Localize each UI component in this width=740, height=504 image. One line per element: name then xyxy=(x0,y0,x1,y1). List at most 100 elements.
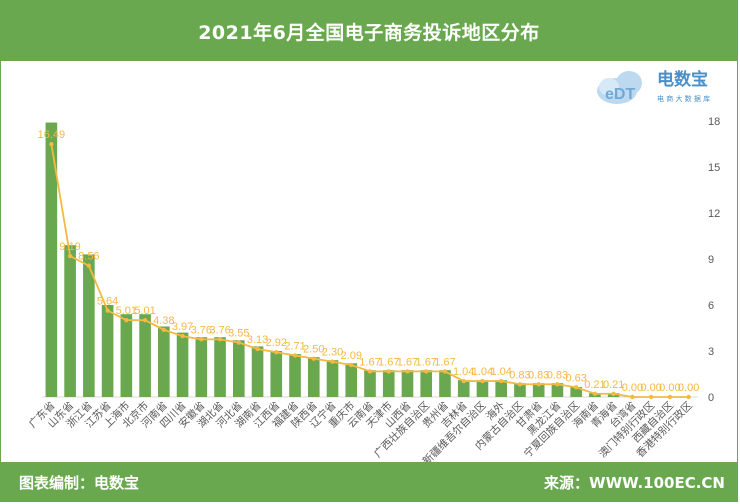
line-point xyxy=(255,346,260,352)
y-tick-label: 0 xyxy=(708,392,714,404)
line-point xyxy=(386,369,391,374)
data-label: 8.56 xyxy=(78,251,99,263)
data-label: 0.83 xyxy=(528,369,549,381)
bar xyxy=(176,332,189,397)
bar xyxy=(495,380,508,397)
bar xyxy=(345,363,358,397)
line-point xyxy=(555,382,560,387)
y-tick-label: 9 xyxy=(708,254,714,266)
bar xyxy=(289,354,301,397)
data-label: 2.92 xyxy=(266,337,287,349)
line-point xyxy=(161,327,167,333)
data-label: 1.04 xyxy=(453,366,474,378)
data-label: 0.63 xyxy=(565,372,586,384)
data-label: 1.67 xyxy=(416,356,437,368)
x-axis-labels: 广东省山东省浙江省江苏省上海市北京市河南省四川省安徽省湖北省河北省湖南省江西省福… xyxy=(26,399,695,462)
y-tick-label: 18 xyxy=(708,116,720,128)
line-point xyxy=(67,253,73,259)
data-label: 0.00 xyxy=(659,382,680,394)
bar xyxy=(195,337,208,397)
line-point xyxy=(330,359,335,364)
y-tick-label: 6 xyxy=(708,300,714,312)
data-label: 2.71 xyxy=(284,340,305,352)
line-point xyxy=(499,378,504,384)
data-label: 9.19 xyxy=(59,241,80,253)
bar xyxy=(251,346,264,397)
line-point xyxy=(274,350,279,355)
line-point xyxy=(536,382,541,387)
data-label: 2.30 xyxy=(322,347,343,359)
bar xyxy=(64,245,76,397)
line-point xyxy=(292,353,298,358)
data-label: 1.67 xyxy=(359,356,380,368)
data-label: 0.83 xyxy=(509,369,530,381)
bar xyxy=(551,383,564,397)
bar xyxy=(420,370,433,397)
logo-text: 电数宝 xyxy=(657,69,708,90)
bar xyxy=(214,337,226,397)
line-point xyxy=(86,263,92,268)
bar xyxy=(139,314,151,397)
line-point xyxy=(236,340,241,345)
line-point xyxy=(480,378,485,384)
bar xyxy=(270,351,283,397)
data-label: 0.21 xyxy=(603,379,624,391)
line-point xyxy=(592,391,598,396)
data-label: 5.01 xyxy=(116,305,137,317)
line-point xyxy=(630,394,635,400)
data-label: 3.97 xyxy=(172,321,193,333)
line-point xyxy=(180,333,185,339)
data-label: 1.04 xyxy=(472,366,493,378)
data-label: 0.00 xyxy=(622,382,643,394)
line-point xyxy=(217,337,223,342)
bar xyxy=(326,360,339,397)
bar xyxy=(382,370,395,397)
bar xyxy=(45,122,58,398)
data-label: 2.50 xyxy=(303,344,324,356)
data-label: 0.00 xyxy=(678,382,699,394)
data-label: 3.55 xyxy=(228,328,249,340)
line-point xyxy=(442,369,448,374)
line-point xyxy=(311,356,316,361)
data-label: 3.13 xyxy=(247,334,268,346)
chart-header: 2021年6月全国电子商务投诉地区分布 xyxy=(1,1,737,61)
line-point xyxy=(105,308,110,313)
data-label: 5.01 xyxy=(134,305,155,317)
bar xyxy=(570,387,582,397)
line-point xyxy=(517,382,523,387)
line-point xyxy=(367,369,373,374)
line-point xyxy=(405,369,410,374)
bar xyxy=(83,254,95,397)
footer-compiler: 图表编制：电数宝 xyxy=(19,474,140,492)
cloud-icon xyxy=(597,71,642,104)
bar-series xyxy=(45,122,620,398)
data-label: 3.76 xyxy=(209,324,230,336)
line-point xyxy=(667,394,673,400)
y-tick-label: 15 xyxy=(708,162,720,174)
bar xyxy=(232,340,245,397)
bar xyxy=(158,326,170,397)
data-label: 2.09 xyxy=(341,350,362,362)
data-label: 1.04 xyxy=(490,366,511,378)
data-label: 1.67 xyxy=(434,356,455,368)
data-label: 0.00 xyxy=(640,382,661,394)
bar xyxy=(364,370,376,397)
brand-logo: eDT 电数宝 电 商 大 数 据 库 xyxy=(597,69,710,104)
chart-footer: 图表编制：电数宝 来源：WWW.100EC.CN xyxy=(1,462,737,501)
bar xyxy=(532,383,545,397)
line-point xyxy=(199,337,204,342)
data-label: 1.67 xyxy=(378,356,399,368)
data-label: 3.76 xyxy=(191,324,212,336)
line-point xyxy=(611,391,616,396)
line-point xyxy=(461,378,466,384)
data-label: 0.21 xyxy=(584,379,605,391)
bar xyxy=(476,380,489,397)
logo-mark: eDT xyxy=(605,86,635,103)
line-point xyxy=(573,385,579,390)
bar xyxy=(401,370,414,397)
bar xyxy=(457,380,470,397)
data-labels: 16.499.198.565.645.015.014.383.973.763.7… xyxy=(38,129,700,394)
line-point xyxy=(49,141,54,147)
footer-source: 来源：WWW.100EC.CN xyxy=(544,474,725,492)
